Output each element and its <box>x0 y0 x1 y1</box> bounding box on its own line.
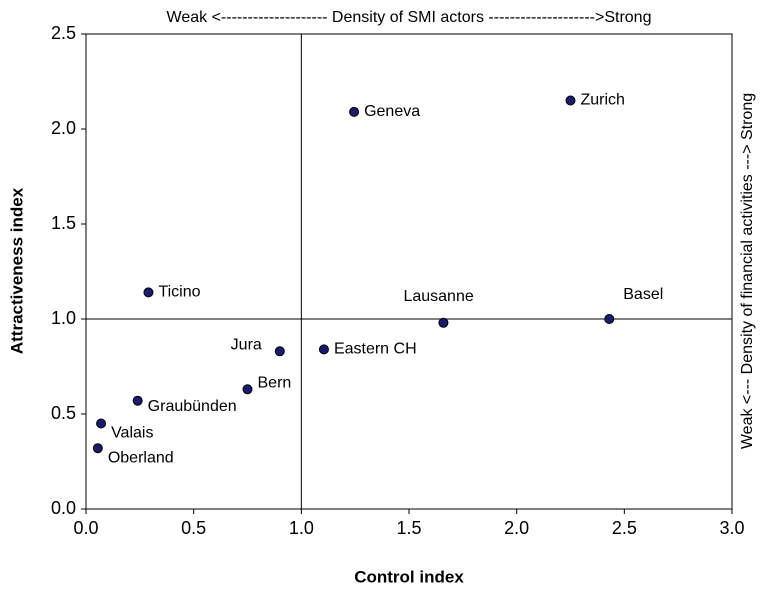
point <box>274 346 285 357</box>
x-tick-label: 1.0 <box>289 518 314 538</box>
point <box>92 443 103 454</box>
point-label: Ticino <box>158 284 200 301</box>
y-tick-label: 2.5 <box>51 23 76 43</box>
point-label: Geneva <box>364 103 420 120</box>
point <box>143 287 154 298</box>
point-label: Eastern CH <box>334 341 417 358</box>
point <box>438 317 449 328</box>
x-tick-label: 2.5 <box>612 518 637 538</box>
x-axis-title: Control index <box>354 567 464 586</box>
y-axis-title: Attractiveness index <box>7 187 26 354</box>
x-tick-label: 2.0 <box>504 518 529 538</box>
point-label: Oberland <box>108 449 174 466</box>
point-label: Zurich <box>581 92 625 109</box>
point-label: Graubünden <box>148 398 237 415</box>
x-tick-label: 0.5 <box>181 518 206 538</box>
y-tick-label: 1.0 <box>51 308 76 328</box>
y-tick-label: 1.5 <box>51 213 76 233</box>
point <box>604 314 615 324</box>
point <box>565 95 576 106</box>
right-annotation: Weak <--- Density of financial activitie… <box>739 93 756 449</box>
y-tick-label: 0.5 <box>51 403 76 423</box>
point-label: Basel <box>623 286 663 303</box>
point <box>132 395 143 406</box>
point <box>349 106 360 117</box>
x-tick-label: 3.0 <box>719 518 744 538</box>
point-label: Bern <box>258 375 292 392</box>
y-tick-label: 0.0 <box>51 498 76 518</box>
point <box>96 418 107 429</box>
x-tick-label: 1.5 <box>396 518 421 538</box>
y-tick-label: 2.0 <box>51 118 76 138</box>
point-label: Lausanne <box>403 288 473 305</box>
point <box>318 344 329 355</box>
point-label: Jura <box>231 337 262 354</box>
point-label: Valais <box>111 425 153 442</box>
x-tick-label: 0.0 <box>73 518 98 538</box>
point <box>242 384 253 395</box>
top-annotation: Weak <-------------------- Density of SM… <box>167 9 652 26</box>
